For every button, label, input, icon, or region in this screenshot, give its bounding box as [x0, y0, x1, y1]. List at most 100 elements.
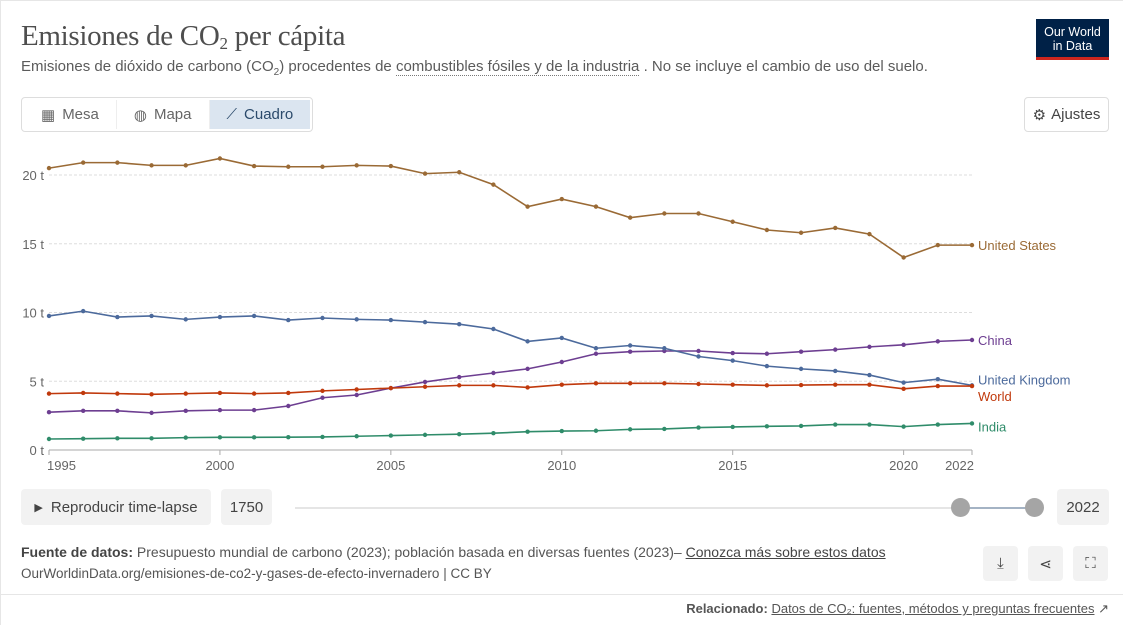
data-point	[354, 434, 359, 439]
data-point	[559, 382, 564, 387]
data-point	[422, 384, 428, 389]
fullscreen-button[interactable]: ⛶	[1073, 546, 1108, 581]
data-source: Fuente de datos: Presupuesto mundial de …	[21, 544, 886, 560]
timeline-start-label[interactable]: 1750	[221, 489, 272, 525]
download-button[interactable]: ⤓	[983, 546, 1018, 581]
series-label: United Kingdom	[978, 372, 1071, 387]
data-point	[559, 196, 564, 202]
data-point	[217, 435, 223, 440]
data-point	[46, 409, 52, 415]
gear-icon: ⚙	[1032, 106, 1047, 124]
data-point	[969, 421, 975, 426]
timeline-end-handle[interactable]	[1025, 498, 1044, 517]
fullscreen-icon: ⛶	[1085, 555, 1096, 572]
data-point	[46, 391, 52, 396]
data-point	[559, 359, 564, 365]
data-point	[627, 427, 633, 432]
globe-icon: ◍	[133, 106, 147, 124]
timeline-start-handle[interactable]	[951, 498, 970, 517]
page-title: Emisiones de CO2 per cápita	[21, 20, 346, 53]
tab-map[interactable]: ◍ Mapa	[117, 100, 210, 129]
data-point	[730, 424, 735, 430]
view-tabs: ▦ Mesa ◍ Mapa ⟋ Cuadro	[21, 97, 314, 132]
data-point	[251, 163, 257, 169]
data-point	[935, 422, 941, 427]
x-tick-label: 2005	[376, 458, 405, 470]
data-point	[115, 436, 120, 441]
data-point	[149, 410, 154, 416]
data-point	[867, 231, 872, 237]
data-point	[217, 156, 223, 161]
footer-divider	[0, 594, 1123, 595]
data-point	[627, 381, 633, 386]
data-point	[388, 317, 394, 323]
learn-more-link[interactable]: Conozca más sobre estos datos	[685, 544, 886, 560]
data-point	[901, 342, 906, 348]
data-point	[80, 308, 86, 314]
play-timelapse-button[interactable]: ▶ Reproducir time-lapse	[21, 489, 211, 525]
data-point	[491, 182, 496, 187]
x-tick-label: 2015	[718, 458, 747, 470]
data-point	[422, 319, 428, 325]
data-point	[354, 392, 359, 398]
data-point	[901, 380, 906, 385]
data-point	[833, 347, 838, 352]
data-point	[149, 436, 154, 441]
data-point	[286, 403, 291, 409]
data-point	[901, 424, 906, 429]
data-point	[251, 407, 257, 413]
data-point	[593, 204, 599, 209]
external-link-icon: ↗	[1098, 601, 1109, 616]
data-point	[46, 313, 52, 319]
series-line-united-states	[48, 157, 972, 259]
tab-chart[interactable]: ⟋ Cuadro	[209, 100, 311, 129]
data-point	[662, 346, 667, 351]
data-point	[183, 163, 188, 168]
data-point	[320, 315, 325, 321]
share-button[interactable]: ⋖	[1028, 546, 1063, 581]
data-point	[422, 379, 428, 385]
data-point	[935, 383, 941, 389]
tab-table[interactable]: ▦ Mesa	[24, 100, 117, 129]
timeline-end-label[interactable]: 2022	[1057, 489, 1109, 525]
data-point	[833, 382, 838, 387]
timeline-track[interactable]	[295, 507, 1035, 509]
data-point	[867, 372, 872, 378]
data-point	[80, 160, 86, 165]
data-point	[969, 242, 975, 248]
data-point	[662, 381, 667, 386]
data-point	[115, 314, 120, 320]
data-point	[593, 346, 599, 351]
y-tick-label: 15 t	[22, 237, 44, 252]
settings-button[interactable]: ⚙ Ajustes	[1024, 97, 1109, 132]
x-tick-label: 2010	[547, 458, 576, 470]
data-point	[593, 381, 599, 386]
data-point	[901, 386, 906, 392]
data-point	[80, 408, 86, 414]
data-point	[354, 317, 359, 322]
data-point	[183, 317, 188, 322]
data-point	[251, 313, 257, 319]
related-link[interactable]: Datos de CO₂: fuentes, métodos y pregunt…	[771, 601, 1095, 616]
data-point	[901, 255, 906, 260]
data-point	[115, 391, 120, 396]
subtitle: Emisiones de dióxido de carbono (CO2) pr…	[21, 58, 928, 78]
owid-logo[interactable]: Our World in Data	[1036, 19, 1109, 60]
data-point	[46, 165, 52, 171]
data-point	[422, 432, 428, 438]
series-line-world	[48, 382, 972, 396]
series-label: World	[978, 389, 1012, 404]
data-point	[388, 163, 394, 169]
data-point	[627, 215, 633, 220]
data-point	[286, 435, 291, 440]
data-point	[217, 407, 223, 413]
data-point	[525, 385, 530, 390]
data-point	[696, 354, 701, 359]
data-point	[867, 382, 872, 387]
data-point	[559, 428, 564, 434]
data-point	[491, 383, 496, 388]
data-point	[80, 390, 86, 396]
subtitle-link[interactable]: combustibles fósiles y de la industria	[395, 58, 640, 76]
data-point	[867, 422, 872, 427]
line-chart: 0 t 5 t 10 t 15 t 20 t 1995 2000 2005 2010 2015 20…	[22, 156, 1071, 470]
